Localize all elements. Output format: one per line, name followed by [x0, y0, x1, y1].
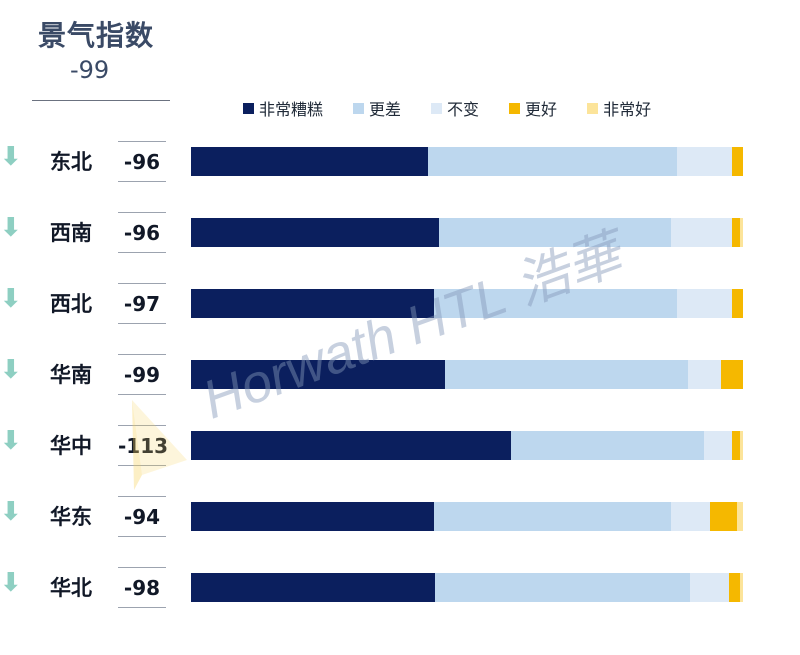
legend-swatch [243, 102, 254, 114]
bar-segment [435, 573, 691, 602]
legend-swatch [587, 102, 599, 114]
score-divider [118, 252, 166, 253]
trend-down-arrow-icon: ⬇ [0, 497, 22, 527]
bar-segment [709, 502, 738, 531]
bar-segment [740, 573, 743, 602]
region-score: -98 [123, 576, 161, 600]
region-label: 西北 [50, 292, 92, 316]
score-divider [118, 425, 166, 426]
bar-segment [191, 573, 436, 602]
watermark-logo-icon [132, 400, 187, 490]
legend-swatch [509, 102, 521, 114]
trend-down-arrow-icon: ⬇ [0, 355, 22, 385]
region-label: 华北 [50, 576, 92, 600]
bar-segment [676, 289, 732, 318]
bar-segment [729, 573, 741, 602]
bar-segment [731, 147, 743, 176]
bar-segment [191, 147, 429, 176]
score-divider [118, 465, 166, 466]
bar-segment [439, 218, 672, 247]
bar-segment [433, 502, 672, 531]
legend-entry: 更差 [353, 96, 401, 120]
stacked-bar [191, 502, 743, 531]
bar-segment [671, 502, 710, 531]
bar-segment [687, 360, 721, 389]
score-divider [118, 607, 166, 608]
trend-down-arrow-icon: ⬇ [0, 213, 22, 243]
region-label: 华中 [50, 434, 92, 458]
region-score: -113 [118, 432, 168, 460]
region-score: -96 [123, 221, 161, 245]
index-value: -99 [70, 56, 110, 84]
bar-segment [191, 289, 434, 318]
bar-segment [740, 218, 743, 247]
legend-swatch [353, 102, 365, 114]
bar-segment [428, 147, 677, 176]
legend-swatch [431, 102, 443, 114]
index-title: 景气指数 [38, 19, 155, 52]
region-score: -97 [123, 292, 161, 316]
bar-segment [737, 502, 743, 531]
trend-down-arrow-icon: ⬇ [0, 568, 22, 598]
bar-segment [731, 289, 743, 318]
score-divider [118, 567, 166, 568]
region-score: -99 [123, 363, 161, 387]
bar-segment [731, 431, 741, 460]
bar-segment [191, 431, 512, 460]
bar-segment [511, 431, 705, 460]
stacked-bar [191, 147, 743, 176]
trend-down-arrow-icon: ⬇ [0, 426, 22, 456]
legend-label: 更好 [525, 100, 558, 119]
legend-entry: 更好 [509, 96, 557, 120]
region-label: 华东 [50, 505, 92, 529]
score-divider [118, 536, 166, 537]
score-divider [118, 212, 166, 213]
trend-down-arrow-icon: ⬇ [0, 142, 22, 172]
region-label: 华南 [50, 363, 92, 387]
score-divider [118, 354, 166, 355]
bar-segment [191, 502, 434, 531]
bar-segment [191, 360, 445, 389]
index-header: 景气指数 -99 [0, 0, 200, 110]
legend-entry: 非常好 [587, 96, 651, 120]
bar-segment [704, 431, 732, 460]
legend-label: 非常好 [603, 100, 652, 119]
score-divider [118, 283, 166, 284]
bar-segment [671, 218, 732, 247]
score-divider [118, 496, 166, 497]
score-divider [118, 323, 166, 324]
region-label: 西南 [50, 221, 92, 245]
stacked-bar [191, 218, 743, 247]
score-divider [118, 141, 166, 142]
score-divider [118, 394, 166, 395]
stacked-bar [191, 360, 743, 389]
stacked-bar [191, 573, 743, 602]
bar-segment [731, 218, 741, 247]
legend-label: 不变 [447, 100, 480, 119]
legend-entry: 非常糟糕 [243, 96, 323, 120]
bar-segment [720, 360, 743, 389]
bar-segment [444, 360, 688, 389]
bar-segment [191, 218, 440, 247]
region-score: -94 [123, 505, 161, 529]
legend-label: 更差 [369, 100, 402, 119]
region-score: -96 [123, 150, 161, 174]
stacked-bar [191, 289, 743, 318]
header-divider [32, 100, 170, 101]
bar-segment [433, 289, 677, 318]
legend-label: 非常糟糕 [259, 100, 324, 119]
region-label: 东北 [50, 150, 92, 174]
stacked-bar [191, 431, 743, 460]
bar-segment [690, 573, 730, 602]
legend-entry: 不变 [431, 96, 479, 120]
chart-legend: 非常糟糕 更差 不变 更好 非常好 [243, 97, 681, 119]
bar-segment [676, 147, 732, 176]
bar-segment [740, 431, 743, 460]
score-divider [118, 181, 166, 182]
trend-down-arrow-icon: ⬇ [0, 284, 22, 314]
